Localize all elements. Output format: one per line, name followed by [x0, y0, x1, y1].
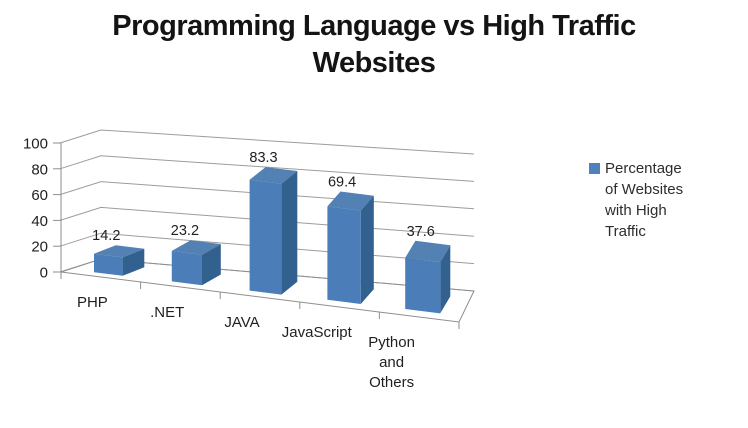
- bar-front-face: [327, 206, 361, 304]
- bar-python-and-others: [405, 240, 451, 314]
- chart-title-line1: Programming Language vs High Traffic: [112, 10, 636, 42]
- x-axis-category-label: PHP: [77, 294, 108, 311]
- gridline: [59, 129, 475, 155]
- bar-side-face: [122, 248, 145, 276]
- legend-label-line: of Websites: [605, 181, 684, 198]
- legend: Percentage of Websites with High Traffic: [589, 158, 683, 242]
- legend-label-line: Percentage: [605, 160, 682, 177]
- legend-label-line: Traffic: [605, 223, 646, 240]
- x-axis-category-label: JAVA: [224, 314, 259, 331]
- bar-front-face: [94, 253, 123, 276]
- y-axis-tick-label: 100: [23, 136, 48, 153]
- bar-top-face: [405, 240, 451, 263]
- bar-side-face: [440, 245, 451, 314]
- x-axis-category-label: .NET: [150, 304, 184, 321]
- legend-swatch-icon: [589, 163, 600, 174]
- bar-front-face: [249, 179, 282, 295]
- legend-label-line: with High: [605, 202, 667, 219]
- bar-top-face: [249, 167, 298, 184]
- bar--net: [171, 240, 221, 286]
- data-label: 83.3: [249, 150, 277, 166]
- data-label: 69.4: [328, 175, 356, 191]
- x-axis-category-label: JavaScript: [282, 324, 353, 341]
- y-axis-tick-label: 40: [31, 213, 48, 230]
- chart-title: Programming Language vs High Traffic Web…: [0, 8, 748, 82]
- bar-java: [249, 167, 298, 295]
- legend-label: Percentage of Websites with High Traffic: [605, 158, 683, 242]
- y-axis-tick-label: 60: [31, 187, 48, 204]
- bar-top-face: [171, 240, 221, 255]
- bar-top-face: [327, 191, 374, 211]
- chart-title-line2: Websites: [312, 47, 436, 79]
- bar-top-face: [94, 245, 145, 258]
- bar-side-face: [281, 171, 298, 295]
- data-label: 37.6: [407, 224, 435, 240]
- gridline: [59, 155, 475, 182]
- data-label: 23.2: [171, 223, 199, 239]
- bar-side-face: [360, 195, 374, 304]
- bar-javascript: [327, 191, 374, 304]
- bar-front-face: [405, 257, 441, 314]
- y-axis-tick-label: 0: [40, 265, 48, 282]
- bar-php: [94, 245, 145, 276]
- bar-front-face: [171, 250, 202, 286]
- x-axis-category-label: Python and Others: [368, 334, 415, 391]
- y-axis-tick-label: 20: [31, 239, 48, 256]
- data-label: 14.2: [92, 228, 120, 244]
- floor-outline: [60, 258, 475, 323]
- y-axis-tick-label: 80: [31, 161, 48, 178]
- bar-side-face: [202, 244, 221, 286]
